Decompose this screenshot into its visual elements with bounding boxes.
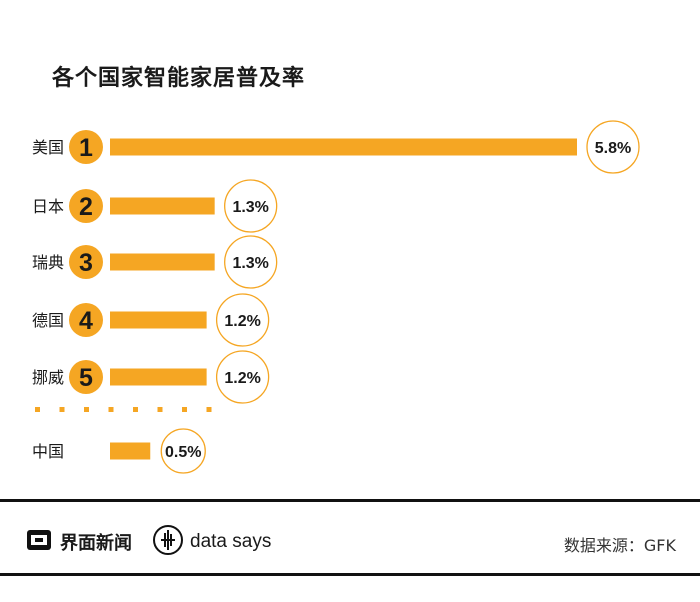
value-circle <box>586 120 640 174</box>
country-label: 瑞典 <box>32 253 64 272</box>
value-circle <box>160 428 206 474</box>
separator-dot <box>35 407 40 412</box>
country-label: 德国 <box>32 311 64 330</box>
data-says-brand: data says <box>152 524 271 560</box>
bar <box>110 368 207 386</box>
rank-badge <box>69 245 103 279</box>
data-says-text: data says <box>190 531 272 552</box>
rank-badge <box>69 130 103 164</box>
footer-brand: 界面新闻 data says <box>26 524 271 560</box>
value-label: 1.2% <box>224 313 260 330</box>
value-circle <box>224 179 278 233</box>
jiemian-logo-icon <box>26 529 52 555</box>
brand-name: 界面新闻 <box>60 533 132 554</box>
bar <box>110 138 577 156</box>
rank-badge <box>69 303 103 337</box>
bar <box>110 311 207 329</box>
bar <box>110 197 215 215</box>
value-label: 5.8% <box>595 140 631 157</box>
rank-badge <box>69 360 103 394</box>
rank-number: 2 <box>79 193 93 221</box>
separator-dot <box>133 407 138 412</box>
data-says-logo-icon <box>152 524 184 560</box>
bar <box>110 253 215 271</box>
bar <box>110 442 151 460</box>
value-label: 1.2% <box>224 370 260 387</box>
country-label: 中国 <box>32 442 64 461</box>
value-circle <box>224 235 278 289</box>
separator-dot <box>59 407 65 412</box>
separator-dot <box>182 407 187 412</box>
bar-chart: 美国 1 5.8% 日本 2 1.3% 瑞典 3 1.3% 德国 4 1.2% 挪威 5 1.2% 中国 0.5… <box>32 120 640 474</box>
rank-number: 5 <box>79 364 93 392</box>
country-label: 美国 <box>32 138 64 157</box>
separator-dot <box>84 407 89 412</box>
rank-number: 4 <box>79 307 93 335</box>
chart-title: 各个国家智能家居普及率 <box>52 66 306 91</box>
separator-dot <box>108 407 114 412</box>
footer-bottom-rule <box>0 573 700 576</box>
value-circle <box>215 350 270 404</box>
footer-top-rule <box>0 499 700 502</box>
rank-number: 1 <box>79 134 93 162</box>
value-circle <box>215 293 270 347</box>
value-label: 1.3% <box>232 255 268 272</box>
country-label: 日本 <box>32 197 64 216</box>
rank-number: 3 <box>79 249 93 277</box>
rank-badge <box>69 189 103 223</box>
value-label: 1.3% <box>232 199 268 216</box>
value-label: 0.5% <box>165 444 201 461</box>
country-label: 挪威 <box>32 368 64 387</box>
separator-dot <box>157 407 163 412</box>
data-source: 数据来源：GFK <box>563 536 676 555</box>
separator-dot <box>206 407 212 412</box>
